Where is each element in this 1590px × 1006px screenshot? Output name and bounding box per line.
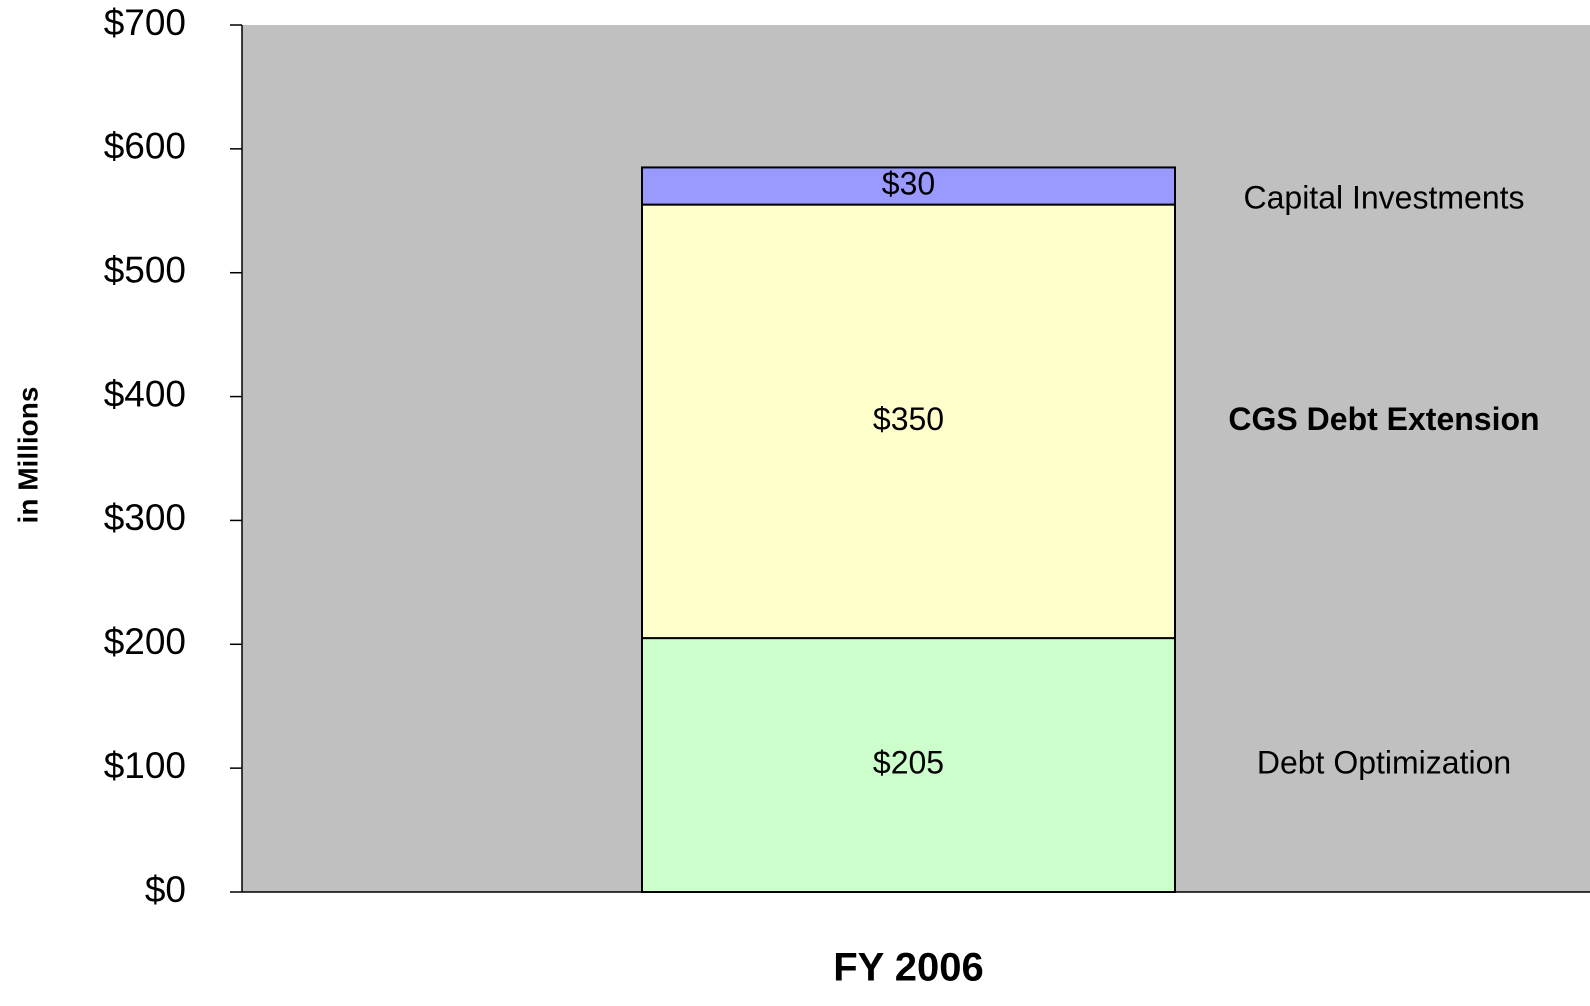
bar-segment [641, 166, 1176, 206]
y-tick-label: $400 [104, 373, 186, 414]
series-label: CGS Debt Extension [1228, 401, 1539, 437]
value-label: $350 [873, 401, 944, 437]
y-tick-label: $700 [104, 2, 186, 43]
x-tick-label: FY 2006 [833, 946, 984, 990]
series-label: Capital Investments [1243, 179, 1524, 215]
y-tick-label: $600 [104, 126, 186, 167]
y-tick-label: $500 [104, 249, 186, 290]
series-label: Debt Optimization [1257, 744, 1511, 780]
y-axis-label: in Millions [12, 387, 43, 524]
y-tick-label: $300 [104, 497, 186, 538]
y-tick-label: $200 [104, 621, 186, 662]
value-label: $30 [882, 165, 935, 201]
y-tick-label: $100 [104, 745, 186, 786]
y-tick-label: $0 [145, 869, 186, 910]
bar-segment [641, 203, 1176, 640]
value-label: $205 [873, 744, 944, 780]
bar-segment [641, 637, 1176, 893]
